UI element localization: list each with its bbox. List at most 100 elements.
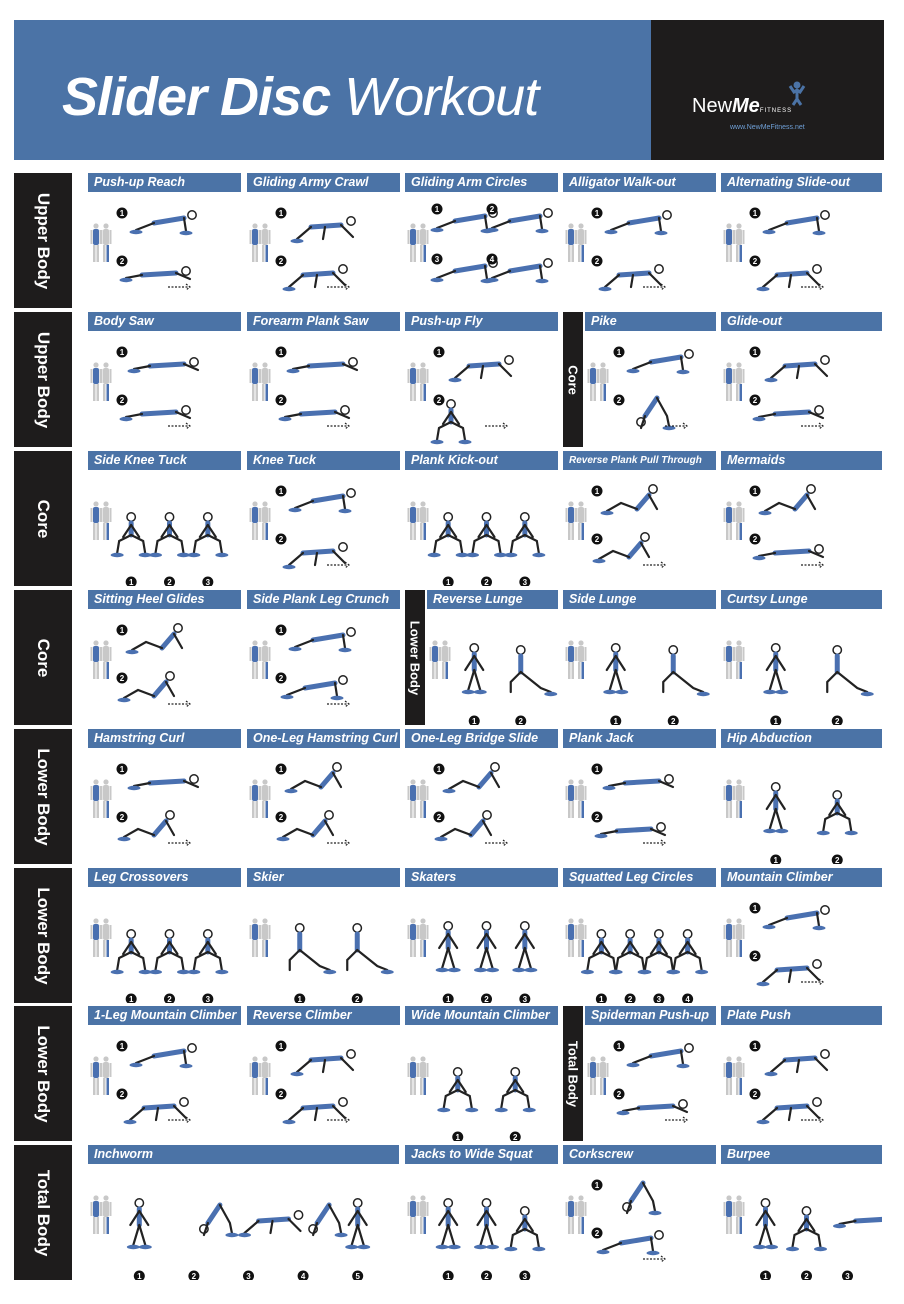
muscle-map-torso [600, 368, 606, 384]
slider-disc-icon [604, 229, 618, 235]
figure-torso [141, 1103, 177, 1111]
step-badge: 2 [613, 1088, 625, 1100]
step-badge-circle [442, 1270, 454, 1280]
figure-limb [481, 819, 493, 837]
muscle-map-head [93, 918, 99, 924]
figure-limb [283, 412, 303, 419]
athlete-figure [762, 905, 830, 931]
step-badge-number: 2 [753, 257, 758, 266]
muscle-map-leg [578, 940, 581, 957]
muscle-map-leg [736, 1078, 739, 1095]
step-badge-circle [442, 993, 454, 1003]
muscle-map-leg [93, 384, 96, 401]
figure-limb [519, 670, 552, 694]
motion-arrow-icon [168, 1116, 191, 1124]
muscle-map-leg [106, 523, 109, 540]
figure-limb [621, 1106, 641, 1113]
muscle-map-leg [413, 384, 416, 401]
exercise-title: Hip Abduction [721, 729, 882, 748]
figure-limb [138, 1209, 150, 1227]
exercise-diagram: 12 [249, 1040, 356, 1125]
athlete-figure [622, 1180, 662, 1216]
slider-disc-icon [110, 969, 124, 975]
figure-head [648, 484, 658, 494]
figure-torso [784, 215, 820, 226]
figure-head [610, 643, 621, 653]
figure-head [346, 627, 356, 637]
figure-head [684, 349, 694, 359]
muscle-map-leg [255, 662, 258, 679]
figure-limb [441, 1223, 450, 1247]
motion-arrow-icon [327, 561, 350, 569]
step-badge: 1 [749, 207, 761, 219]
figure-torso [256, 1216, 291, 1224]
muscle-map-torso [252, 368, 258, 384]
muscle-map-leg [736, 662, 739, 679]
figure-limb [168, 950, 185, 972]
figure-limb [130, 940, 141, 956]
step-badge: 2 [275, 533, 287, 545]
muscle-map-leg [106, 662, 109, 679]
muscle-map-arm [100, 786, 103, 800]
figure-limb [447, 779, 481, 791]
figure-limb [805, 1104, 821, 1120]
figure-limb [761, 273, 779, 289]
slider-disc-icon [504, 552, 518, 558]
figure-limb [497, 362, 513, 378]
exercise-diagram: 12 [565, 484, 666, 569]
slider-disc-icon [762, 229, 776, 235]
muscle-map-torso [726, 229, 732, 245]
muscle-map-head [262, 362, 268, 368]
title-light: Workout [344, 67, 539, 127]
motion-arrow-icon [643, 1255, 666, 1263]
athlete-figure [485, 258, 553, 284]
muscle-map-leg [423, 384, 426, 401]
muscle-map-leg [581, 1217, 584, 1234]
muscle-map-leg [103, 940, 106, 957]
step-badge-number: 1 [595, 487, 600, 496]
muscle-map-leg [255, 940, 258, 957]
figure-limb [485, 1223, 494, 1247]
athlete-figure [756, 1097, 822, 1125]
figure-head [181, 405, 191, 415]
athlete-figure [662, 645, 710, 697]
slider-disc-icon [752, 555, 766, 561]
step-badge-number: 1 [437, 348, 442, 357]
muscle-map-leg [432, 662, 435, 679]
figure-limb [625, 1199, 633, 1215]
step-badge-circle [275, 1088, 287, 1100]
muscle-map-arm [742, 925, 745, 939]
muscle-map-arm [268, 369, 271, 383]
muscle-map-leg [96, 245, 99, 262]
muscle-map-leg [578, 245, 581, 262]
figure-head [625, 929, 636, 939]
figure-limb [132, 1223, 141, 1247]
slider-disc-icon [286, 368, 300, 374]
muscle-map-leg [262, 523, 265, 540]
figure-limb [629, 950, 646, 972]
figure-limb [657, 950, 674, 972]
step-badge-number: 3 [845, 1272, 850, 1280]
muscle-map-head [252, 779, 258, 785]
muscle-map-leg [103, 1078, 106, 1095]
athlete-figure [278, 405, 351, 422]
slider-disc-icon [485, 227, 499, 233]
figure-limb [490, 219, 512, 230]
slider-disc-icon [149, 969, 162, 975]
figure-limb [672, 670, 705, 694]
muscle-map-icon [723, 501, 745, 540]
exercise-title: Push-up Reach [88, 173, 241, 192]
figure-limb [447, 533, 464, 555]
muscle-map-arm [733, 1063, 736, 1077]
figure-head [446, 399, 456, 409]
step-badge-circle [116, 1040, 128, 1052]
row-label-text: Total Body [34, 1169, 53, 1256]
